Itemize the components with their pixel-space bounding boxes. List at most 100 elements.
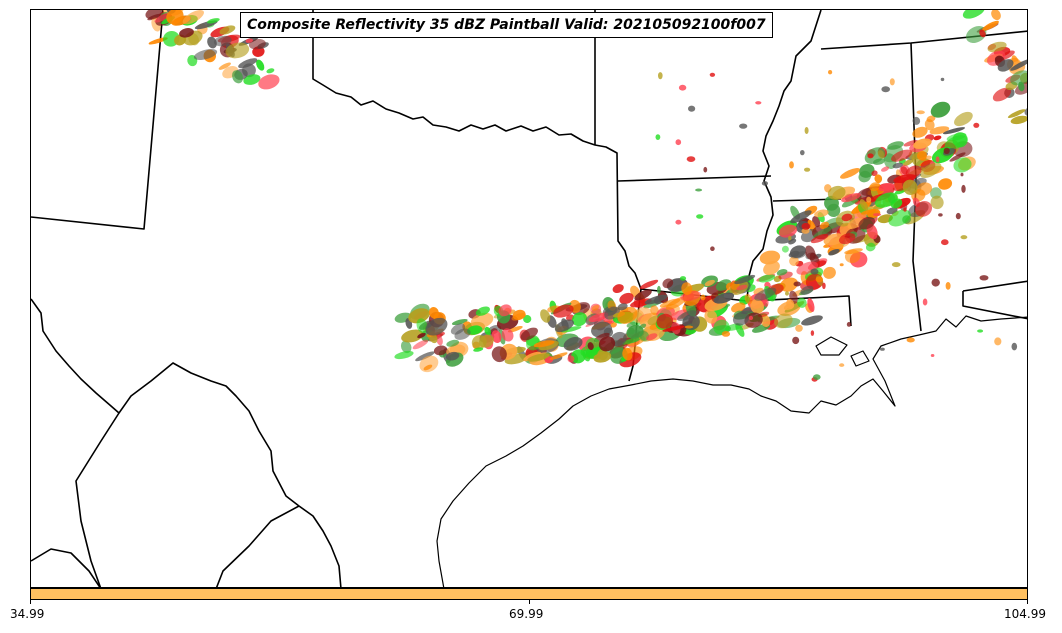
paintball-blob xyxy=(873,213,881,217)
paintball-blob xyxy=(670,309,691,320)
paintball-blob xyxy=(812,226,834,239)
paintball-blob xyxy=(924,119,935,131)
paintball-blob xyxy=(412,339,429,350)
reflectivity-map xyxy=(31,10,1027,587)
paintball-blob xyxy=(567,355,575,363)
paintball-blob xyxy=(858,216,876,230)
paintball-blob xyxy=(800,285,814,295)
paintball-blob xyxy=(650,305,659,316)
paintball-blob xyxy=(912,116,921,125)
paintball-blob xyxy=(871,170,878,177)
colorbar-tick-mid xyxy=(529,600,530,604)
paintball-blob xyxy=(428,306,439,319)
paintball-blob xyxy=(866,196,872,203)
paintball-blob xyxy=(445,351,460,361)
paintball-blob xyxy=(696,214,704,219)
paintball-blob xyxy=(810,330,815,336)
paintball-blob xyxy=(617,306,638,324)
paintball-blob xyxy=(238,58,258,69)
paintball-blob xyxy=(553,304,574,318)
paintball-blob xyxy=(887,141,904,150)
colorbar-label-min: 34.99 xyxy=(10,607,45,621)
paintball-blob xyxy=(1011,342,1018,351)
paintball-blob xyxy=(903,139,919,147)
paintball-blob xyxy=(1010,70,1027,86)
paintball-blob xyxy=(1010,115,1027,125)
paintball-blob xyxy=(892,162,904,169)
paintball-blob xyxy=(626,324,644,339)
paintball-blob xyxy=(744,293,753,305)
paintball-blob xyxy=(903,207,907,212)
paintball-blob xyxy=(979,29,986,38)
paintball-blob xyxy=(828,248,840,256)
paintball-blob xyxy=(473,347,484,352)
paintball-blob xyxy=(739,123,748,129)
paintball-blob xyxy=(872,158,885,165)
paintball-blob xyxy=(736,284,748,291)
colorbar-label-max: 104.99 xyxy=(1004,607,1046,621)
paintball-blob xyxy=(914,201,933,217)
paintball-blob xyxy=(617,303,628,311)
paintball-blob xyxy=(501,328,514,342)
paintball-blob xyxy=(977,329,984,333)
paintball-blob xyxy=(839,263,844,267)
paintball-blob xyxy=(943,147,950,154)
paintball-blob xyxy=(859,199,869,211)
paintball-blob xyxy=(774,313,793,329)
paintball-blob xyxy=(841,213,853,222)
paintball-blob xyxy=(881,166,890,172)
paintball-blob xyxy=(838,233,856,245)
paintball-blob xyxy=(961,184,966,193)
paintball-blob xyxy=(994,337,1002,346)
paintball-blob xyxy=(933,135,942,141)
paintball-blob xyxy=(207,36,217,49)
paintball-blob xyxy=(942,127,966,135)
paintball-blob xyxy=(639,279,659,289)
paintball-blob xyxy=(695,188,703,192)
paintball-blob xyxy=(688,105,696,112)
paintball-blob xyxy=(709,72,716,77)
paintball-blob xyxy=(467,325,483,335)
paintball-blob xyxy=(801,315,823,326)
paintball-blob xyxy=(484,326,492,336)
paintball-blob xyxy=(844,249,861,264)
paintball-blob xyxy=(1010,59,1027,71)
paintball-blob xyxy=(997,59,1014,72)
paintball-blob xyxy=(619,292,634,305)
paintball-blob xyxy=(523,314,532,324)
paintball-blob xyxy=(243,74,261,85)
colorbar-tick-max xyxy=(1027,600,1028,604)
paintball-blob xyxy=(874,174,883,184)
paintball-blob xyxy=(675,139,682,146)
paintball-blob xyxy=(916,110,925,115)
paintball-blob xyxy=(913,138,932,149)
paintball-blob xyxy=(759,250,781,265)
paintball-blob xyxy=(810,268,819,275)
paintball-blob xyxy=(446,339,460,347)
paintball-blob xyxy=(232,70,243,84)
paintball-blob xyxy=(750,298,764,314)
paintball-blob xyxy=(549,352,568,360)
paintball-blob xyxy=(935,156,940,163)
paintball-blob xyxy=(710,246,715,251)
paintball-blob xyxy=(655,134,661,141)
paintball-blob xyxy=(748,315,754,321)
paintball-blob xyxy=(801,222,811,230)
paintball-blob xyxy=(881,86,890,93)
paintball-blob xyxy=(218,62,231,70)
paintball-blob xyxy=(826,203,841,218)
paintball-blob xyxy=(954,111,973,127)
paintball-blob xyxy=(788,235,792,241)
paintball-blob xyxy=(931,278,940,287)
paintball-blob xyxy=(644,294,668,305)
paintball-blob xyxy=(891,262,901,268)
paintball-blob xyxy=(776,269,788,276)
paintball-blob xyxy=(416,318,428,334)
paintball-blob xyxy=(930,101,951,118)
paintball-blob xyxy=(423,364,433,371)
paintball-blob xyxy=(245,38,254,43)
paintball-blob xyxy=(610,322,617,328)
paintball-blob xyxy=(800,150,805,156)
paintball-blob xyxy=(491,346,507,363)
paintball-blob xyxy=(778,224,798,238)
